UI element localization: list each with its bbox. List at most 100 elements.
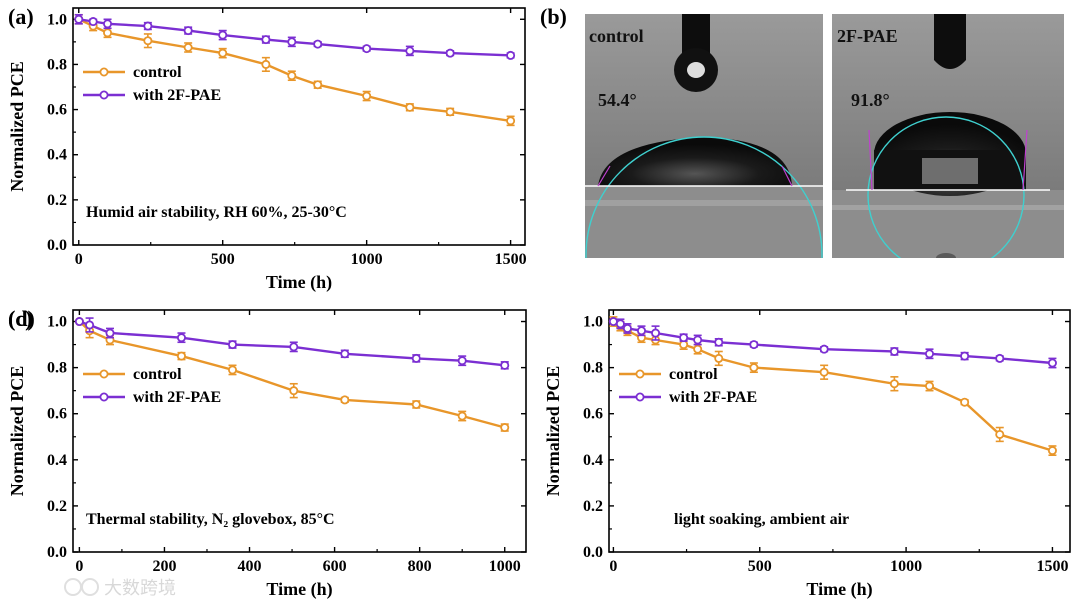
legend-marker <box>635 392 645 402</box>
data-point <box>287 37 297 47</box>
y-axis-label: Normalized PCE <box>543 366 563 496</box>
x-tick-label: 500 <box>748 558 772 575</box>
x-tick-label: 1000 <box>890 558 922 575</box>
panel-label: (c) <box>8 306 32 331</box>
2f-pae-droplet-photo <box>832 14 1064 258</box>
data-point <box>749 363 759 373</box>
data-point <box>103 19 113 29</box>
y-tick-label: 0.8 <box>47 56 67 73</box>
x-tick-label: 600 <box>323 558 347 575</box>
control-contact-angle: 54.4° <box>598 90 637 110</box>
data-point <box>313 39 323 49</box>
panel-label: (a) <box>8 4 34 29</box>
data-point <box>500 423 510 433</box>
legend-label: with 2F-PAE <box>133 87 221 104</box>
x-axis-label: Time (h) <box>806 579 872 600</box>
plot-frame <box>72 309 527 553</box>
data-point <box>228 340 238 350</box>
y-tick-label: 0.8 <box>583 360 603 377</box>
data-point <box>889 379 899 389</box>
annotation: Humid air stability, RH 60%, 25-30°C <box>86 204 347 221</box>
panel-d-chart: (d) 0.0 0.2 0.4 0.6 0.8 1.0 0 500 1000 1500 Time (h… <box>8 306 1071 600</box>
data-point <box>74 14 84 24</box>
data-point <box>457 411 467 421</box>
data-point <box>411 353 421 363</box>
data-point <box>995 353 1005 363</box>
y-tick-label: 0.2 <box>47 192 67 209</box>
watermark: 大数跨境 <box>64 578 176 598</box>
data-point <box>995 429 1005 439</box>
data-point <box>749 340 759 350</box>
y-tick-label: 0.0 <box>47 544 67 561</box>
x-tick-label: 1000 <box>489 558 521 575</box>
data-point <box>500 360 510 370</box>
data-point <box>636 326 646 336</box>
x-tick-label: 1500 <box>495 251 527 268</box>
annotation: Thermal stability, N₂ glovebox, 85°C <box>86 511 335 528</box>
y-tick-label: 0.2 <box>47 498 67 515</box>
plot-frame <box>72 7 526 246</box>
data-point <box>88 17 98 27</box>
x-tick-label: 1000 <box>351 251 383 268</box>
y-tick-label: 0.8 <box>47 360 67 377</box>
x-tick-label: 0 <box>609 558 617 575</box>
panel-label: (b) <box>540 4 567 29</box>
legend-label: control <box>669 366 718 383</box>
data-point <box>411 399 421 409</box>
data-point <box>960 397 970 407</box>
data-point <box>651 328 661 338</box>
series-line <box>79 320 505 367</box>
data-point <box>506 116 516 126</box>
data-point <box>679 333 689 343</box>
data-point <box>405 46 415 56</box>
data-point <box>608 317 618 327</box>
x-tick-label: 400 <box>238 558 262 575</box>
series-with-2f-pae <box>74 13 516 60</box>
x-tick-label: 500 <box>211 251 235 268</box>
data-point <box>85 320 95 330</box>
data-point <box>176 351 186 361</box>
data-point <box>1047 446 1057 456</box>
y-axis-label: Normalized PCE <box>7 61 27 191</box>
2f-pae-photo-title: 2F-PAE <box>837 26 898 46</box>
y-tick-label: 1.0 <box>47 11 67 28</box>
data-point <box>615 319 625 329</box>
data-point <box>714 353 724 363</box>
panel-b-contact-angle: (b) control 54.4° <box>540 4 1064 258</box>
x-axis-label: Time (h) <box>266 272 332 293</box>
data-point <box>183 43 193 53</box>
control-droplet-photo <box>585 14 823 258</box>
data-point <box>819 367 829 377</box>
legend-label: control <box>133 64 182 81</box>
data-point <box>622 323 632 333</box>
legend-label: control <box>133 366 182 383</box>
series-with-2f-pae <box>608 317 1057 369</box>
y-tick-label: 0.6 <box>47 406 67 423</box>
data-point <box>405 102 415 112</box>
x-tick-label: 1500 <box>1036 558 1068 575</box>
x-tick-label: 0 <box>75 558 83 575</box>
y-tick-label: 0.2 <box>583 498 603 515</box>
data-point <box>693 335 703 345</box>
data-point <box>287 71 297 81</box>
data-point <box>889 346 899 356</box>
y-tick-label: 0.4 <box>47 147 67 164</box>
data-point <box>103 28 113 38</box>
data-point <box>506 50 516 60</box>
data-point <box>693 344 703 354</box>
legend-marker <box>99 369 109 379</box>
data-point <box>457 356 467 366</box>
y-tick-label: 0.6 <box>47 102 67 119</box>
x-tick-label: 0 <box>75 251 83 268</box>
control-photo-title: control <box>589 26 644 46</box>
panel-label: (d) <box>8 306 35 331</box>
data-point <box>340 395 350 405</box>
legend-marker <box>99 67 109 77</box>
panel-c-chart: (c) 0.0 0.2 0.4 0.6 0.8 1.0 0 200 400 600 800 1000 Ti… <box>7 306 527 600</box>
legend-label: with 2F-PAE <box>133 389 221 406</box>
y-tick-label: 0.0 <box>47 237 67 254</box>
data-point <box>714 337 724 347</box>
series-line <box>612 320 1053 452</box>
y-tick-label: 0.4 <box>47 452 67 469</box>
series-line <box>78 320 506 429</box>
